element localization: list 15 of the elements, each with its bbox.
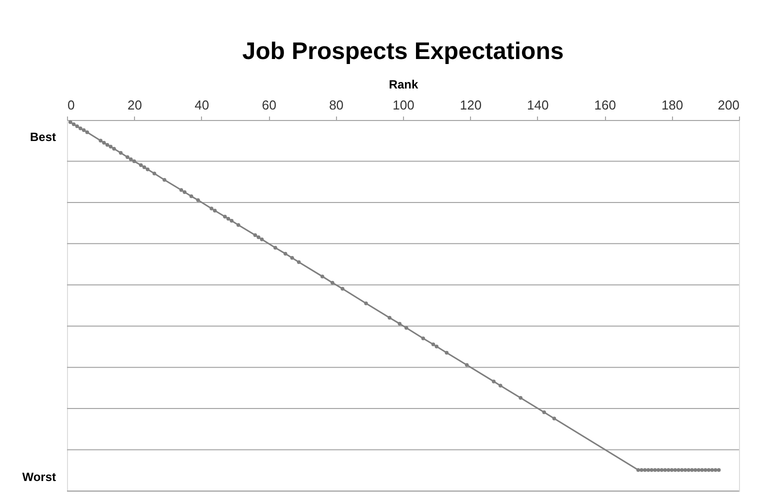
x-tick-label: 0: [68, 98, 75, 112]
x-tick-label: 60: [262, 98, 276, 112]
x-tick-label: 20: [127, 98, 142, 112]
text: Best: [30, 130, 56, 144]
chart-title: Job Prospects Expectations: [242, 38, 564, 65]
x-axis-title: Rank: [388, 78, 418, 92]
text: Worst: [22, 470, 56, 484]
x-tick-label: 180: [661, 98, 684, 112]
x-tick-label: 40: [194, 98, 210, 112]
x-tick-label: 200: [718, 98, 740, 112]
x-tick-label: 120: [460, 98, 482, 112]
x-tick-label: 160: [594, 98, 616, 112]
x-tick-label: 140: [527, 98, 549, 112]
x-tick-label: 80: [329, 98, 344, 112]
x-tick-label: 100: [392, 98, 414, 112]
